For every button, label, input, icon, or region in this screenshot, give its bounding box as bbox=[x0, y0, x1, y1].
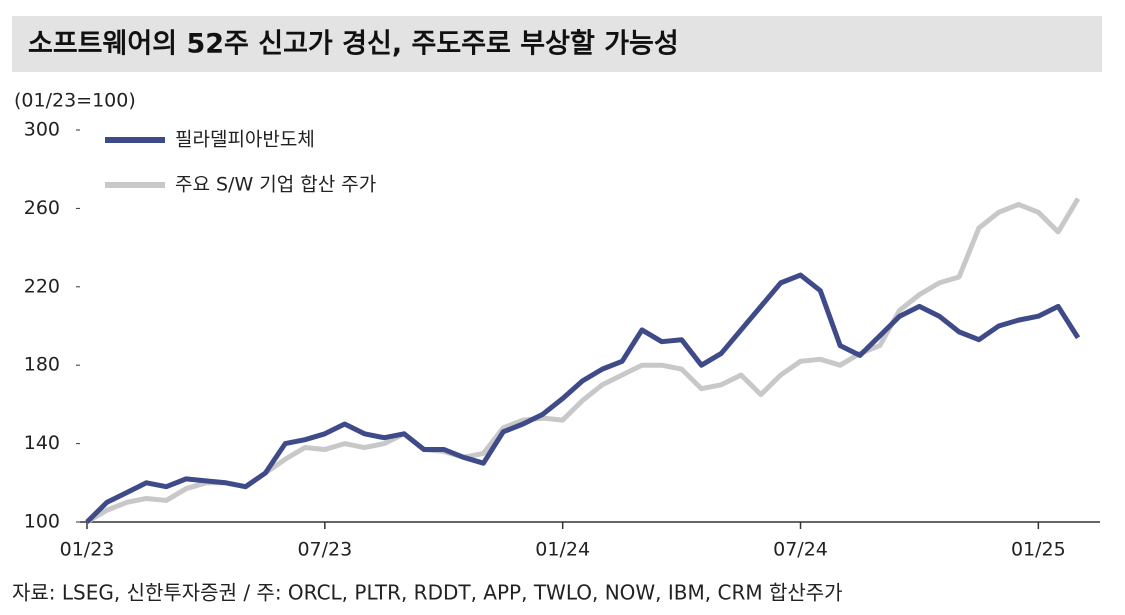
x-tick-label: 07/24 bbox=[773, 539, 828, 561]
y-tick-label: 300 bbox=[24, 119, 60, 141]
chart-title: 소프트웨어의 52주 신고가 경신, 주도주로 부상할 가능성 bbox=[28, 29, 679, 60]
x-tick-label: 01/23 bbox=[60, 539, 115, 561]
y-axis-label: (01/23=100) bbox=[14, 90, 136, 112]
title-bar bbox=[12, 16, 1102, 72]
x-tick-label: 01/24 bbox=[535, 539, 590, 561]
y-tick-label: 140 bbox=[24, 432, 60, 454]
legend-label: 필라델피아반도체 bbox=[175, 129, 315, 151]
y-tick-label: 220 bbox=[24, 275, 60, 297]
y-tick-label: 100 bbox=[24, 511, 60, 533]
x-tick-label: 07/23 bbox=[297, 539, 352, 561]
y-tick-label: 180 bbox=[24, 354, 60, 376]
legend-label: 주요 S/W 기업 합산 주가 bbox=[175, 174, 376, 196]
source-note: 자료: LSEG, 신한투자증권 / 주: ORCL, PLTR, RDDT, … bbox=[12, 581, 843, 605]
series-line bbox=[85, 272, 1081, 524]
y-tick-label: 260 bbox=[24, 197, 60, 219]
series-line bbox=[85, 197, 1081, 525]
x-tick-label: 01/25 bbox=[1011, 539, 1066, 561]
